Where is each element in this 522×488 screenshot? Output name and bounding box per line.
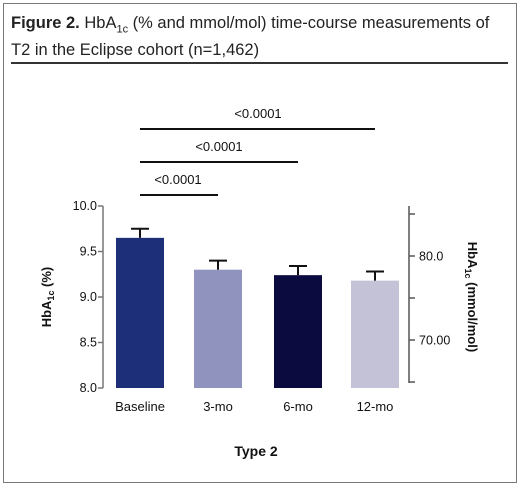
x-tick-label-baseline: Baseline <box>115 399 165 414</box>
error-bar-12-mo <box>366 270 384 281</box>
y-tick-label: 10.0 <box>73 199 97 213</box>
y2-ticks-group: 80.0 70.00 <box>409 213 450 383</box>
caption-rule <box>11 62 508 64</box>
bar-12-mo <box>351 280 399 388</box>
y-tick-label: 8.0 <box>80 381 97 395</box>
x-axis-label: Type 2 <box>234 443 278 459</box>
significance-group: <0.0001 <0.0001 <0.0001 <box>140 106 375 196</box>
bars-group <box>116 237 399 388</box>
error-bars-group <box>131 227 384 281</box>
bar-3-mo <box>194 269 242 388</box>
error-bar-baseline <box>131 227 149 238</box>
figure-caption: Figure 2. HbA1c (% and mmol/mol) time-co… <box>11 13 501 61</box>
y-tick-label: 8.5 <box>80 336 97 350</box>
caption-text-end: (% and mmol/mol) time-course measurement… <box>11 14 490 60</box>
caption-subscript: 1c <box>116 23 129 36</box>
caption-text-start: HbA <box>84 14 117 32</box>
y-tick-label: 9.0 <box>80 290 97 304</box>
significance-label: <0.0001 <box>195 139 242 154</box>
y2-tick-label: 70.00 <box>419 334 450 348</box>
x-tick-label-12-mo: 12-mo <box>357 399 394 414</box>
y-axis-label: HbA1c (%) <box>39 267 56 328</box>
error-bar-3-mo <box>209 259 227 270</box>
error-bar-6-mo <box>289 265 307 276</box>
figure-label: Figure 2. <box>11 14 80 32</box>
bar-baseline <box>116 237 164 388</box>
y-tick-label: 9.5 <box>80 245 97 259</box>
x-tick-label-3-mo: 3-mo <box>203 399 233 414</box>
y2-tick-label: 80.0 <box>419 250 443 264</box>
x-ticks-group: Baseline 3-mo 6-mo 12-mo <box>115 399 393 414</box>
significance-label: <0.0001 <box>234 106 281 121</box>
bar-6-mo <box>274 275 322 388</box>
figure-frame <box>3 3 517 483</box>
x-tick-label-6-mo: 6-mo <box>283 399 313 414</box>
significance-label: <0.0001 <box>154 172 201 187</box>
y2-axis-label: HbA1c (mmol/mol) <box>463 242 480 352</box>
y-ticks-group: 10.0 9.5 9.0 8.5 8.0 <box>73 199 103 395</box>
